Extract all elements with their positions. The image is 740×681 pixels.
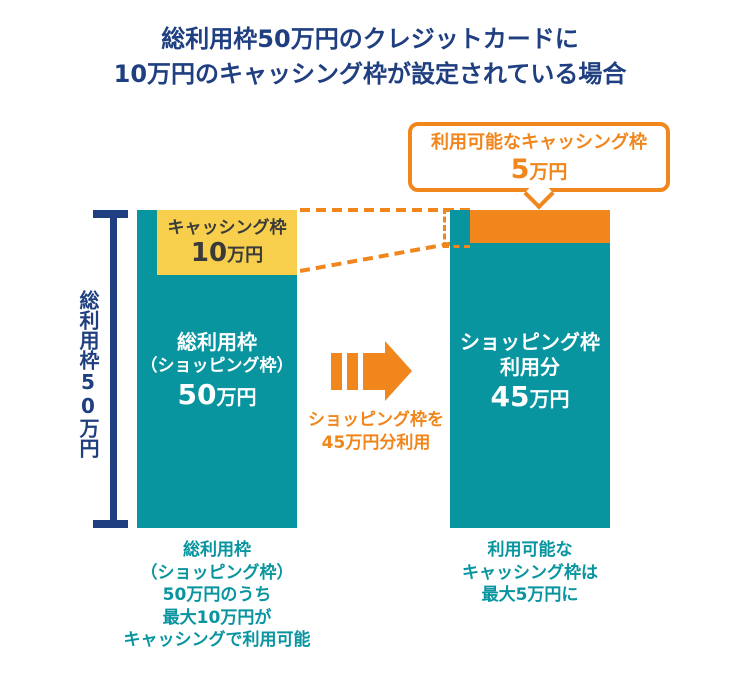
cashing-limit-label: キャッシング枠 (167, 218, 287, 238)
total-limit-vertical-label: 総利用枠50万円 (76, 290, 100, 458)
bracket-line (110, 210, 117, 528)
cashing-limit-box: キャッシング枠 10万円 (157, 210, 297, 275)
left-bar-amount: 50万円 (177, 378, 257, 411)
arrow-icon (331, 353, 342, 390)
bracket-cap-bottom (93, 520, 128, 528)
left-bar-label: 総利用枠 （ショッピング枠） 50万円 (137, 330, 297, 414)
callout-amount: 5万円 (510, 154, 568, 185)
page-title-line1: 総利用枠50万円のクレジットカードに (161, 25, 579, 53)
arrow-icon (385, 341, 412, 401)
right-bar-amount: 45万円 (490, 380, 570, 413)
page-title: 総利用枠50万円のクレジットカードに 10万円のキャッシング枠が設定されている場… (0, 22, 740, 92)
dashed-connector-top (300, 208, 470, 212)
cashing-limit-amount: 10万円 (190, 238, 264, 268)
page-title-line2: 10万円のキャッシング枠が設定されている場合 (113, 60, 627, 88)
arrow-caption: ショッピング枠を 45万円分利用 (308, 410, 444, 453)
left-bar-caption: 総利用枠 （ショッピング枠） 50万円のうち 最大10万円が キャッシングで利用… (123, 540, 311, 650)
arrow-icon (347, 353, 358, 390)
right-bar-caption: 利用可能な キャッシング枠は 最大5万円に (462, 540, 598, 605)
dashed-connector-bottom (299, 240, 458, 273)
available-cashing-segment (470, 210, 610, 243)
right-bar-usage (450, 210, 610, 528)
arrow-icon (363, 353, 385, 390)
right-bar-label: ショッピング枠 利用分 45万円 (450, 330, 610, 416)
dashed-outline-box (443, 208, 470, 248)
bracket-cap-top (93, 210, 128, 218)
